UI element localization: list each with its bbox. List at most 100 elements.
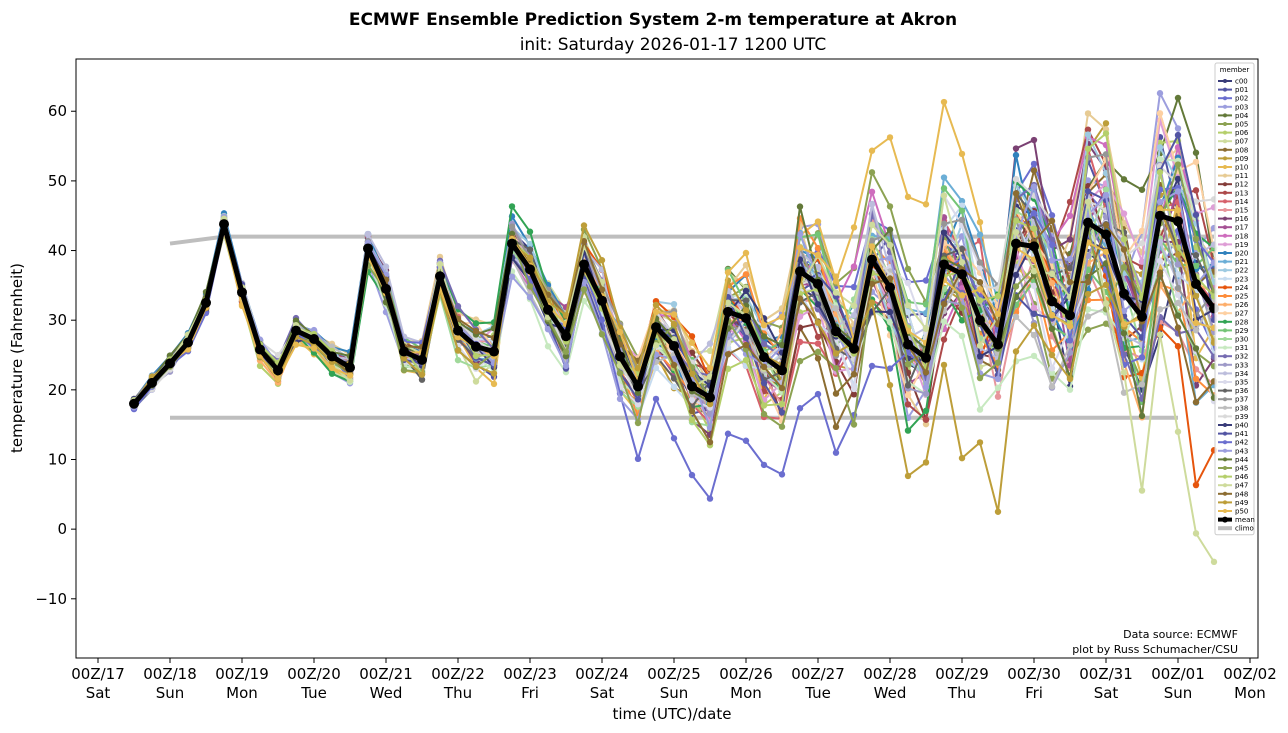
x-tick-day-label: Sat [1094, 684, 1119, 702]
member-point [958, 285, 966, 292]
legend-label: p03 [1235, 103, 1248, 111]
mean-point [381, 283, 391, 294]
member-point [1048, 241, 1056, 249]
legend-marker [1223, 216, 1227, 221]
legend-entry-p17: p17 [1218, 224, 1248, 232]
member-point [1156, 90, 1164, 97]
y-tick-label: 30 [48, 311, 67, 329]
mean-point [993, 339, 1003, 350]
mean-point [255, 344, 265, 355]
member-point [850, 263, 858, 270]
member-point [1030, 282, 1038, 290]
legend-marker [1223, 156, 1227, 161]
member-point [670, 435, 678, 442]
member-point [832, 350, 840, 357]
member-point [922, 416, 930, 423]
member-point [688, 407, 696, 415]
legend-label: p19 [1235, 241, 1248, 249]
member-point [814, 263, 822, 271]
member-point [1048, 365, 1056, 372]
member-point [994, 508, 1002, 515]
member-point [868, 362, 876, 370]
member-point [1192, 187, 1200, 194]
member-point [778, 471, 786, 478]
legend-entry-p20: p20 [1218, 250, 1248, 258]
x-tick-label: 00Z/22 [431, 665, 485, 683]
legend-entry-p25: p25 [1218, 293, 1248, 301]
member-point [706, 400, 714, 408]
member-point [1084, 110, 1092, 117]
mean-point [1155, 210, 1165, 221]
member-point [886, 203, 894, 210]
mean-point [417, 354, 427, 365]
member-point [1048, 257, 1056, 264]
member-point [1102, 248, 1110, 256]
member-point [1192, 262, 1200, 270]
legend-label: p06 [1235, 129, 1249, 137]
member-point [346, 372, 354, 379]
legend-marker [1223, 319, 1227, 324]
member-point [580, 237, 588, 245]
mean-point [867, 254, 877, 265]
member-point [1084, 278, 1092, 286]
member-point [886, 226, 894, 233]
member-point [886, 275, 894, 282]
member-point [1048, 369, 1056, 376]
legend-marker [1223, 483, 1227, 488]
legend-entry-p10: p10 [1218, 164, 1248, 172]
member-point [904, 382, 912, 389]
legend-label: p14 [1235, 198, 1249, 206]
legend-label: p11 [1235, 172, 1248, 180]
member-point [796, 256, 804, 263]
credit-data-source: Data source: ECMWF [1123, 628, 1238, 641]
y-tick-label: 60 [48, 102, 67, 120]
member-point [1192, 319, 1200, 327]
member-point [274, 375, 282, 383]
member-point [616, 328, 624, 336]
member-point [958, 317, 966, 324]
member-point [904, 391, 912, 399]
x-tick-day-label: Tue [300, 684, 327, 702]
y-tick-label: 10 [48, 450, 67, 468]
x-tick-day-label: Sat [86, 684, 111, 702]
legend-label: p18 [1235, 232, 1248, 240]
member-point [508, 203, 516, 210]
legend-marker [1223, 294, 1227, 298]
legend-entry-p16: p16 [1218, 215, 1249, 223]
legend-marker [1223, 182, 1227, 187]
legend-entry-p12: p12 [1218, 181, 1248, 189]
legend-marker [1223, 225, 1227, 230]
member-point [1138, 354, 1146, 361]
member-point [832, 305, 840, 312]
legend-label: p01 [1235, 86, 1248, 94]
legend-entry-p47: p47 [1218, 482, 1248, 490]
member-point [1030, 160, 1038, 168]
member-point [634, 396, 642, 403]
legend-marker [1223, 448, 1227, 453]
legend-entry-p26: p26 [1218, 301, 1249, 309]
member-point [760, 379, 768, 387]
member-point [382, 263, 390, 270]
legend: memberc00p01p02p03p04p05p06p07p08p09p10p… [1214, 62, 1255, 536]
member-point [1138, 487, 1146, 494]
legend-entry-p38: p38 [1218, 404, 1248, 412]
member-point [508, 273, 516, 280]
member-point [526, 294, 534, 301]
member-point [904, 401, 912, 408]
member-point [922, 277, 930, 284]
member-point [1192, 292, 1200, 300]
x-tick-day-label: Tue [804, 684, 831, 702]
x-tick-label: 00Z/26 [719, 665, 773, 683]
member-point [814, 244, 822, 252]
member-point [634, 389, 642, 396]
member-point [904, 472, 912, 480]
member-point [1174, 175, 1182, 183]
member-point [742, 437, 750, 444]
member-point [796, 313, 804, 320]
member-point [778, 313, 786, 321]
x-tick-day-label: Wed [370, 684, 403, 702]
member-point [1030, 322, 1038, 329]
member-point [850, 302, 858, 309]
member-point [1174, 188, 1182, 195]
legend-label: p38 [1235, 404, 1248, 412]
